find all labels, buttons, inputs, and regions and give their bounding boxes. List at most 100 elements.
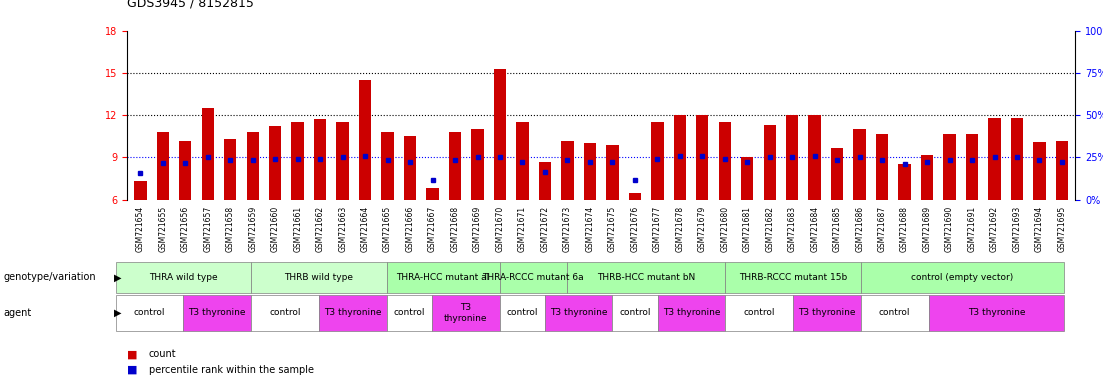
- Text: GSM721664: GSM721664: [361, 205, 370, 252]
- Bar: [786, 115, 799, 200]
- Text: count: count: [149, 349, 176, 359]
- Bar: [135, 181, 147, 200]
- Text: THRA-HCC mutant al: THRA-HCC mutant al: [396, 273, 490, 282]
- Text: THRB wild type: THRB wild type: [285, 273, 353, 282]
- Text: genotype/variation: genotype/variation: [3, 272, 96, 283]
- Text: GSM721662: GSM721662: [315, 205, 324, 252]
- Text: GSM721685: GSM721685: [833, 205, 842, 252]
- Text: GSM721690: GSM721690: [945, 205, 954, 252]
- Text: GSM721661: GSM721661: [293, 205, 302, 252]
- Text: GSM721684: GSM721684: [811, 205, 820, 252]
- Text: GSM721658: GSM721658: [226, 205, 235, 252]
- Bar: [674, 115, 686, 200]
- Text: control: control: [394, 308, 425, 318]
- Bar: [831, 147, 844, 200]
- Text: GSM721695: GSM721695: [1058, 205, 1067, 252]
- Bar: [1010, 118, 1024, 200]
- Text: THRB-RCCC mutant 15b: THRB-RCCC mutant 15b: [739, 273, 847, 282]
- Text: GSM721659: GSM721659: [248, 205, 257, 252]
- Bar: [336, 122, 349, 200]
- Bar: [629, 193, 641, 200]
- Text: control: control: [269, 308, 301, 318]
- Text: ▶: ▶: [115, 308, 121, 318]
- Text: T3 thyronine: T3 thyronine: [799, 308, 856, 318]
- Bar: [854, 129, 866, 200]
- Text: GSM721694: GSM721694: [1035, 205, 1043, 252]
- Text: GSM721689: GSM721689: [922, 205, 932, 252]
- Bar: [157, 132, 169, 200]
- Text: ■: ■: [127, 365, 138, 375]
- Text: GSM721667: GSM721667: [428, 205, 437, 252]
- Text: GSM721672: GSM721672: [540, 205, 549, 252]
- Text: GSM721669: GSM721669: [473, 205, 482, 252]
- Bar: [876, 134, 888, 200]
- Text: control (empty vector): control (empty vector): [911, 273, 1014, 282]
- Text: GSM721683: GSM721683: [788, 205, 796, 252]
- Bar: [269, 126, 281, 200]
- Text: control: control: [506, 308, 538, 318]
- Text: GSM721666: GSM721666: [406, 205, 415, 252]
- Bar: [247, 132, 259, 200]
- Text: agent: agent: [3, 308, 32, 318]
- Text: GSM721680: GSM721680: [720, 205, 729, 252]
- Text: GSM721674: GSM721674: [586, 205, 595, 252]
- Text: GSM721675: GSM721675: [608, 205, 617, 252]
- Text: GSM721687: GSM721687: [878, 205, 887, 252]
- Text: GSM721656: GSM721656: [181, 205, 190, 252]
- Text: GSM721671: GSM721671: [518, 205, 527, 252]
- Bar: [763, 125, 775, 200]
- Text: GSM721677: GSM721677: [653, 205, 662, 252]
- Bar: [583, 143, 596, 200]
- Bar: [966, 134, 978, 200]
- Bar: [538, 162, 552, 200]
- Text: GSM721676: GSM721676: [630, 205, 640, 252]
- Bar: [314, 119, 326, 200]
- Text: T3
thyronine: T3 thyronine: [443, 303, 488, 323]
- Bar: [358, 80, 372, 200]
- Bar: [224, 139, 236, 200]
- Bar: [494, 69, 506, 200]
- Text: T3 thyronine: T3 thyronine: [663, 308, 720, 318]
- Text: GSM721668: GSM721668: [450, 205, 460, 252]
- Bar: [449, 132, 461, 200]
- Text: GSM721660: GSM721660: [270, 205, 280, 252]
- Text: T3 thyronine: T3 thyronine: [967, 308, 1025, 318]
- Text: GSM721670: GSM721670: [495, 205, 504, 252]
- Bar: [471, 129, 484, 200]
- Text: GSM721681: GSM721681: [742, 205, 752, 252]
- Text: GSM721691: GSM721691: [967, 205, 976, 252]
- Text: GSM721665: GSM721665: [383, 205, 392, 252]
- Text: THRA-RCCC mutant 6a: THRA-RCCC mutant 6a: [483, 273, 585, 282]
- Text: ▶: ▶: [115, 272, 121, 283]
- Text: GSM721657: GSM721657: [203, 205, 212, 252]
- Text: T3 thyronine: T3 thyronine: [324, 308, 382, 318]
- Text: GSM721679: GSM721679: [698, 205, 707, 252]
- Text: T3 thyronine: T3 thyronine: [189, 308, 246, 318]
- Text: GSM721673: GSM721673: [563, 205, 572, 252]
- Text: GSM721654: GSM721654: [136, 205, 144, 252]
- Bar: [921, 155, 933, 200]
- Text: GSM721655: GSM721655: [159, 205, 168, 252]
- Bar: [988, 118, 1000, 200]
- Text: GSM721663: GSM721663: [339, 205, 347, 252]
- Bar: [808, 115, 821, 200]
- Bar: [741, 157, 753, 200]
- Bar: [179, 141, 192, 200]
- Bar: [1056, 141, 1068, 200]
- Bar: [202, 108, 214, 200]
- Bar: [696, 115, 708, 200]
- Text: THRB-HCC mutant bN: THRB-HCC mutant bN: [597, 273, 695, 282]
- Bar: [1034, 142, 1046, 200]
- Text: control: control: [879, 308, 910, 318]
- Text: GSM721692: GSM721692: [990, 205, 999, 252]
- Bar: [561, 141, 574, 200]
- Bar: [718, 122, 731, 200]
- Bar: [516, 122, 528, 200]
- Text: T3 thyronine: T3 thyronine: [549, 308, 608, 318]
- Bar: [404, 136, 416, 200]
- Text: GDS3945 / 8152815: GDS3945 / 8152815: [127, 0, 254, 10]
- Text: GSM721686: GSM721686: [855, 205, 864, 252]
- Text: GSM721688: GSM721688: [900, 205, 909, 252]
- Bar: [382, 132, 394, 200]
- Text: GSM721678: GSM721678: [675, 205, 684, 252]
